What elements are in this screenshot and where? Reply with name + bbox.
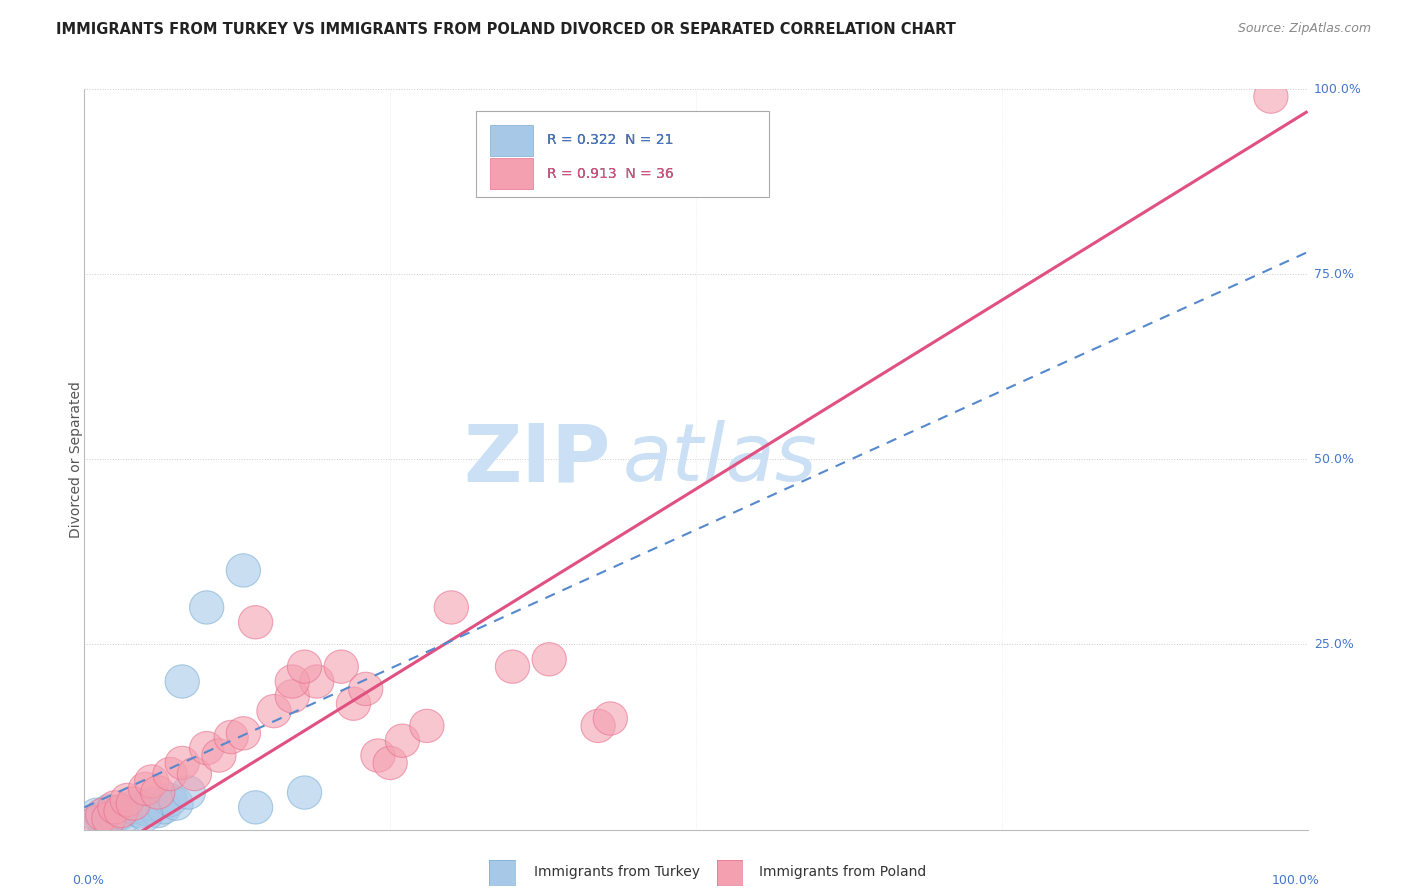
Ellipse shape xyxy=(190,591,224,624)
Ellipse shape xyxy=(104,795,138,828)
Ellipse shape xyxy=(276,680,309,713)
Ellipse shape xyxy=(122,795,156,828)
Ellipse shape xyxy=(325,650,359,683)
Text: R = 0.322  N = 21: R = 0.322 N = 21 xyxy=(547,133,673,147)
Text: Immigrants from Turkey: Immigrants from Turkey xyxy=(534,865,700,880)
Text: 0.0%: 0.0% xyxy=(72,874,104,887)
Ellipse shape xyxy=(86,802,120,835)
FancyBboxPatch shape xyxy=(491,158,533,189)
Ellipse shape xyxy=(86,798,120,831)
FancyBboxPatch shape xyxy=(491,125,533,156)
Ellipse shape xyxy=(495,650,530,683)
Ellipse shape xyxy=(409,709,444,742)
Ellipse shape xyxy=(98,790,132,824)
Ellipse shape xyxy=(226,716,260,750)
Ellipse shape xyxy=(531,642,567,676)
Text: 100.0%: 100.0% xyxy=(1272,874,1320,887)
Ellipse shape xyxy=(202,739,236,772)
Text: 100.0%: 100.0% xyxy=(1313,83,1361,95)
Ellipse shape xyxy=(141,776,174,809)
Ellipse shape xyxy=(146,790,181,824)
Ellipse shape xyxy=(159,787,193,821)
Ellipse shape xyxy=(287,650,322,683)
Text: Immigrants from Poland: Immigrants from Poland xyxy=(759,865,927,880)
Ellipse shape xyxy=(135,787,169,821)
Text: 50.0%: 50.0% xyxy=(1313,453,1354,466)
Text: atlas: atlas xyxy=(623,420,817,499)
Y-axis label: Divorced or Separated: Divorced or Separated xyxy=(69,381,83,538)
Ellipse shape xyxy=(239,606,273,639)
Ellipse shape xyxy=(135,764,169,798)
Text: R = 0.913  N = 36: R = 0.913 N = 36 xyxy=(547,167,673,180)
Text: R = 0.913  N = 36: R = 0.913 N = 36 xyxy=(547,167,673,180)
Ellipse shape xyxy=(91,795,127,828)
Ellipse shape xyxy=(190,731,224,764)
Ellipse shape xyxy=(349,673,382,706)
Ellipse shape xyxy=(385,724,419,757)
Ellipse shape xyxy=(128,772,163,805)
Ellipse shape xyxy=(214,721,249,754)
Text: IMMIGRANTS FROM TURKEY VS IMMIGRANTS FROM POLAND DIVORCED OR SEPARATED CORRELATI: IMMIGRANTS FROM TURKEY VS IMMIGRANTS FRO… xyxy=(56,22,956,37)
Ellipse shape xyxy=(110,798,145,831)
Ellipse shape xyxy=(128,792,163,825)
Ellipse shape xyxy=(581,709,616,742)
Ellipse shape xyxy=(172,776,205,809)
Ellipse shape xyxy=(299,665,333,698)
Ellipse shape xyxy=(153,757,187,790)
Ellipse shape xyxy=(239,790,273,824)
Ellipse shape xyxy=(287,776,322,809)
Ellipse shape xyxy=(117,790,150,824)
Text: 75.0%: 75.0% xyxy=(1313,268,1354,281)
Ellipse shape xyxy=(593,702,627,735)
FancyBboxPatch shape xyxy=(475,112,769,196)
Ellipse shape xyxy=(361,739,395,772)
Ellipse shape xyxy=(165,665,200,698)
Ellipse shape xyxy=(276,665,309,698)
Text: 25.0%: 25.0% xyxy=(1313,638,1354,651)
Ellipse shape xyxy=(80,798,114,831)
Ellipse shape xyxy=(153,783,187,816)
Ellipse shape xyxy=(128,798,163,831)
Ellipse shape xyxy=(373,747,408,780)
Text: Source: ZipAtlas.com: Source: ZipAtlas.com xyxy=(1237,22,1371,36)
Ellipse shape xyxy=(165,747,200,780)
Text: ZIP: ZIP xyxy=(463,420,610,499)
Ellipse shape xyxy=(104,797,138,830)
Text: R = 0.322  N = 21: R = 0.322 N = 21 xyxy=(547,133,673,147)
Ellipse shape xyxy=(257,695,291,728)
Ellipse shape xyxy=(177,757,211,790)
Ellipse shape xyxy=(141,795,174,828)
Ellipse shape xyxy=(98,799,132,833)
Ellipse shape xyxy=(336,687,371,721)
Ellipse shape xyxy=(110,783,145,816)
Ellipse shape xyxy=(434,591,468,624)
Ellipse shape xyxy=(1254,80,1288,113)
Ellipse shape xyxy=(91,802,127,835)
Ellipse shape xyxy=(117,787,150,821)
Ellipse shape xyxy=(226,554,260,587)
Ellipse shape xyxy=(80,805,114,838)
